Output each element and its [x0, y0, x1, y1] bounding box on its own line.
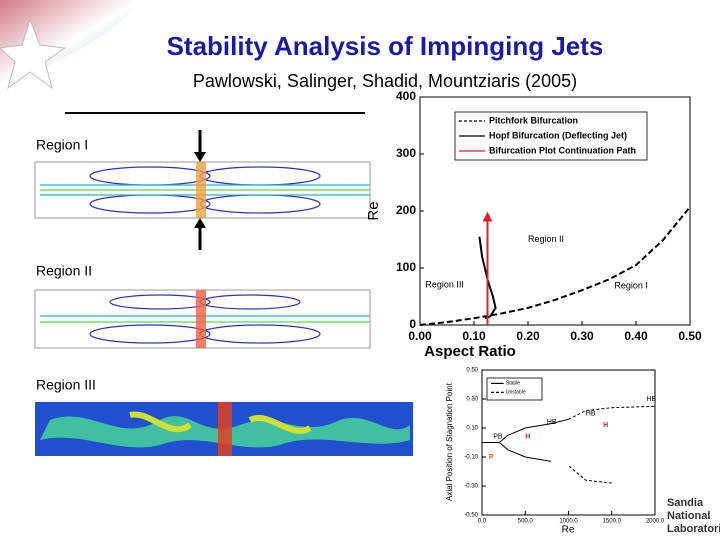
- x-tick-label: 1000.0: [559, 519, 578, 525]
- x-tick-label: 1500.0: [603, 519, 622, 525]
- x-tick-label: 0.0: [478, 519, 487, 525]
- annotation: HB: [547, 419, 557, 426]
- annotation: Region I: [614, 281, 648, 291]
- series-line: [568, 405, 656, 484]
- y-tick-label: 0.10: [466, 426, 478, 432]
- annotation: H: [603, 422, 608, 429]
- legend-label: Hopf Bifurcation (Deflecting Jet): [489, 130, 627, 140]
- logo-text: Laboratories: [667, 523, 720, 535]
- star-decoration: [0, 18, 67, 90]
- y-tick-label: -0.50: [464, 513, 478, 519]
- y-tick-label: 0: [409, 317, 416, 331]
- y-tick-label: 400: [396, 89, 416, 103]
- chart: 0.00 0.10 0.20 0.30 0.40 0.50 0 100 200 300 400 Asp…: [365, 89, 702, 360]
- y-tick-label: 0.50: [466, 368, 478, 374]
- flow-image: [35, 402, 413, 456]
- x-axis-label: Re: [562, 525, 575, 536]
- series-line: [419, 206, 691, 326]
- flow-image: [34, 130, 371, 250]
- legend-label: Unstable: [506, 390, 526, 396]
- annotation: H: [525, 434, 530, 441]
- x-axis-label: Aspect Ratio: [424, 343, 516, 360]
- x-tick-label: 0.00: [408, 329, 432, 343]
- annotation: HB: [586, 410, 596, 417]
- slide-subtitle: Pawlowski, Salinger, Shadid, Mountziaris…: [193, 71, 577, 91]
- chart: 0.0 500.0 1000.0 1500.0 2000.0 0.50 0.30 0.10 -0…: [445, 368, 665, 536]
- y-tick-label: 200: [396, 203, 416, 217]
- legend-label: Stable: [506, 381, 520, 387]
- region-label: Region I: [36, 137, 88, 153]
- annotation: Region III: [425, 279, 464, 289]
- region-label: Region III: [36, 377, 96, 393]
- y-tick-label: -0.10: [464, 455, 478, 461]
- y-tick-label: 300: [396, 146, 416, 160]
- annotation: HB: [646, 396, 656, 403]
- logo: Sandia National Laboratories: [667, 497, 720, 535]
- logo-text: Sandia: [667, 497, 704, 509]
- y-tick-label: 100: [396, 260, 416, 274]
- y-axis-label: Axial Position of Stagnation Point: [445, 382, 454, 501]
- series-line: [478, 236, 497, 320]
- legend-label: Bifurcation Plot Continuation Path: [489, 145, 636, 155]
- x-tick-label: 0.20: [516, 329, 540, 343]
- y-tick-label: -0.30: [464, 484, 478, 490]
- slide-title: Stability Analysis of Impinging Jets: [167, 31, 604, 61]
- x-tick-label: 0.30: [570, 329, 594, 343]
- annotation: PB: [493, 434, 503, 441]
- legend-label: Pitchfork Bifurcation: [489, 115, 578, 125]
- x-tick-label: 500.0: [518, 519, 534, 525]
- annotation: Region II: [528, 234, 564, 244]
- y-axis-label: Re: [365, 201, 382, 220]
- x-tick-label: 0.50: [678, 329, 702, 343]
- legend-box: [454, 111, 648, 161]
- region-label: Region II: [36, 263, 92, 279]
- annotation: P: [489, 454, 494, 461]
- y-tick-label: 0.30: [466, 397, 478, 403]
- x-tick-label: 2000.0: [646, 519, 665, 525]
- x-tick-label: 0.40: [624, 329, 648, 343]
- logo-text: National: [667, 510, 710, 522]
- series-line: [482, 418, 569, 462]
- x-tick-label: 0.10: [462, 329, 486, 343]
- flow-image: [34, 289, 371, 349]
